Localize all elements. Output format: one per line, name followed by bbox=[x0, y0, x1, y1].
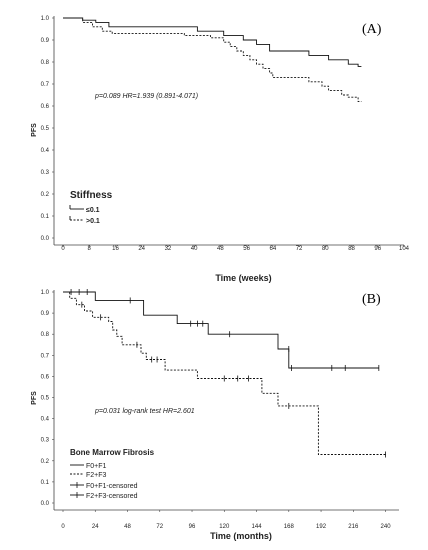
y-tick-label: 0.4 bbox=[41, 417, 50, 423]
y-tick-label: 0.6 bbox=[41, 104, 50, 110]
y-tick-label: 0.9 bbox=[41, 38, 50, 44]
series-line-1 bbox=[63, 17, 362, 67]
series-line-1 bbox=[63, 291, 379, 369]
x-tick-label: 24 bbox=[138, 246, 145, 252]
x-tick-label: 16 bbox=[112, 246, 119, 252]
y-tick-label: 0.2 bbox=[41, 459, 50, 465]
x-tick-label: 216 bbox=[348, 524, 359, 530]
y-tick-label: 0.8 bbox=[41, 60, 50, 66]
y-tick-label: 0.8 bbox=[41, 332, 50, 338]
y-tick-label: 0.5 bbox=[41, 396, 50, 402]
panel-label: (A) bbox=[362, 22, 382, 37]
x-tick-label: 40 bbox=[191, 246, 198, 252]
series-line-2 bbox=[63, 291, 386, 455]
x-tick-label: 72 bbox=[156, 524, 163, 530]
legend-entry: F2+F3 bbox=[86, 472, 107, 479]
stat-annotation: p=0.031 log-rank test HR=2.601 bbox=[94, 408, 195, 415]
panel-label: (B) bbox=[362, 292, 381, 307]
x-tick-label: 88 bbox=[348, 246, 355, 252]
x-tick-label: 96 bbox=[189, 524, 196, 530]
chart-panel-b: 0.0 0.1 0.2 0.3 0.4 0.5 0.6 0.7 0.8 0.9 1.0 0 24 48 72… bbox=[31, 289, 399, 541]
x-tick-label: 96 bbox=[374, 246, 381, 252]
y-axis-label: PFS bbox=[31, 391, 38, 405]
x-tick-label: 64 bbox=[270, 246, 277, 252]
x-tick-label: 80 bbox=[322, 246, 329, 252]
y-tick-label: 0.7 bbox=[41, 82, 50, 88]
legend-entry: F0+F1-censored bbox=[86, 483, 138, 490]
y-tick-label: 0.1 bbox=[41, 214, 50, 220]
x-tick-label: 56 bbox=[243, 246, 250, 252]
y-tick-label: 0.1 bbox=[41, 480, 50, 486]
x-tick-label: 144 bbox=[252, 524, 263, 530]
y-tick-label: 0.3 bbox=[41, 170, 50, 176]
y-tick-label: 0.3 bbox=[41, 438, 50, 444]
x-tick-label: 168 bbox=[284, 524, 295, 530]
x-tick-label: 0 bbox=[61, 524, 65, 530]
x-tick-label: 192 bbox=[316, 524, 327, 530]
y-tick-label: 1.0 bbox=[41, 16, 50, 22]
y-tick-label: 1.0 bbox=[41, 290, 50, 296]
legend-entry: F2+F3-censored bbox=[86, 493, 138, 500]
x-tick-label: 48 bbox=[124, 524, 131, 530]
x-tick-label: 72 bbox=[296, 246, 303, 252]
legend-title: Stiffness bbox=[70, 190, 113, 201]
legend-entry: F0+F1 bbox=[86, 463, 107, 470]
x-axis-label: Time (months) bbox=[210, 531, 272, 541]
x-tick-label: 120 bbox=[219, 524, 230, 530]
y-tick-label: 0.2 bbox=[41, 192, 50, 198]
stat-annotation: p=0.089 HR=1.939 (0.891-4.071) bbox=[94, 93, 198, 100]
x-tick-label: 32 bbox=[165, 246, 172, 252]
legend-entry: ≤0.1 bbox=[86, 207, 100, 214]
y-tick-label: 0.7 bbox=[41, 353, 50, 359]
y-tick-label: 0.6 bbox=[41, 374, 50, 380]
x-tick-label: 104 bbox=[399, 246, 410, 252]
x-tick-label: 48 bbox=[217, 246, 224, 252]
y-axis-label: PFS bbox=[31, 123, 38, 137]
x-axis-label: Time (weeks) bbox=[215, 273, 271, 283]
series-line-2 bbox=[63, 17, 362, 103]
y-tick-label: 0.4 bbox=[41, 148, 50, 154]
x-tick-label: 240 bbox=[381, 524, 392, 530]
legend-title: Bone Marrow Fibrosis bbox=[70, 448, 155, 457]
y-tick-label: 0.0 bbox=[41, 236, 50, 242]
y-tick-label: 0.5 bbox=[41, 126, 50, 132]
chart-panel-a: 0.0 0.1 0.2 0.3 0.4 0.5 0.6 0.7 0.8 0.9 1.0 0 8 16 24 3… bbox=[31, 16, 410, 283]
legend-entry: >0.1 bbox=[86, 218, 100, 225]
x-tick-label: 0 bbox=[61, 246, 65, 252]
x-tick-label: 24 bbox=[92, 524, 99, 530]
y-tick-label: 0.9 bbox=[41, 311, 50, 317]
x-tick-label: 8 bbox=[88, 246, 92, 252]
y-tick-label: 0.0 bbox=[41, 501, 50, 507]
